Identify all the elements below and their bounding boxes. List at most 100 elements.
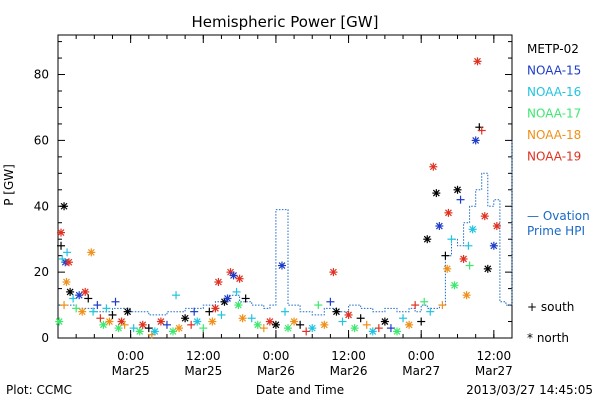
data-point-stroke [65, 258, 73, 266]
y-tick-label: 60 [34, 133, 49, 147]
data-point [211, 304, 220, 313]
legend-ovation-line1: — Ovation [527, 209, 590, 223]
data-point-stroke [136, 327, 144, 335]
data-point [172, 291, 181, 300]
data-point [432, 189, 441, 198]
x-tick-date-label: Mar27 [475, 364, 513, 378]
data-point [473, 57, 482, 66]
data-point-stroke [151, 327, 159, 335]
data-point [329, 268, 338, 277]
data-point [362, 320, 371, 329]
data-point [483, 264, 492, 273]
data-point [259, 324, 268, 333]
data-point [443, 264, 452, 273]
data-point-stroke [451, 281, 458, 289]
data-point [102, 304, 111, 313]
data-point-stroke [224, 295, 231, 302]
data-point [135, 327, 144, 336]
data-point [205, 307, 214, 316]
data-point [241, 294, 250, 303]
data-point [123, 307, 132, 316]
data-point [57, 228, 66, 237]
data-point [181, 314, 190, 323]
legend-entry-metp-02: METP-02 [527, 42, 579, 56]
data-point [290, 317, 299, 326]
legend-entry-noaa-17: NOAA-17 [527, 107, 581, 121]
data-point [247, 314, 256, 323]
data-point [84, 294, 93, 303]
data-point [93, 301, 102, 310]
y-tick-label: 40 [34, 199, 49, 213]
data-point-stroke [55, 318, 63, 325]
data-point [229, 271, 238, 280]
footer-left: Plot: CCMC [6, 383, 72, 397]
data-point-stroke [106, 318, 113, 325]
data-point-stroke [169, 327, 177, 335]
data-point [429, 162, 438, 171]
data-point [344, 310, 353, 319]
data-point-stroke [435, 222, 443, 230]
data-point [234, 301, 243, 310]
x-tick-date-label: Mar27 [402, 364, 440, 378]
data-point [223, 294, 232, 303]
data-point-stroke [333, 308, 340, 316]
data-point [380, 317, 389, 326]
data-point [138, 320, 147, 329]
data-point [193, 317, 202, 326]
x-tick-time-label: 12:00 [331, 349, 366, 363]
data-point-stroke [214, 278, 222, 286]
y-axis-label: P [GW] [2, 164, 16, 206]
data-point-stroke [66, 288, 74, 296]
data-point-stroke [369, 327, 377, 335]
data-point [441, 251, 450, 260]
data-point-stroke [290, 318, 298, 325]
data-point-stroke [181, 314, 189, 322]
data-point [392, 327, 401, 336]
data-point-stroke [493, 222, 501, 230]
data-point [265, 317, 274, 326]
data-point [253, 320, 262, 329]
data-point-stroke [330, 268, 337, 276]
data-point [284, 324, 293, 333]
data-point-stroke [443, 265, 451, 273]
data-point [144, 324, 153, 333]
data-point [162, 320, 171, 329]
data-point [187, 320, 196, 329]
data-point-stroke [474, 57, 481, 65]
data-point-stroke [278, 262, 286, 269]
data-point [58, 254, 67, 263]
data-point [447, 235, 456, 244]
data-point [465, 261, 474, 270]
data-point [75, 291, 84, 300]
data-point-stroke [87, 248, 95, 256]
data-point-stroke [175, 324, 183, 332]
data-point [386, 324, 395, 333]
x-tick-time-label: 0:00 [117, 349, 144, 363]
x-tick-date-label: Mar26 [330, 364, 368, 378]
data-point [480, 212, 489, 221]
data-point [350, 324, 359, 333]
data-point-stroke [308, 324, 316, 332]
plot-frame [57, 34, 513, 339]
data-point-stroke [266, 318, 274, 325]
data-point [64, 258, 73, 267]
data-point [456, 195, 465, 204]
data-point-stroke [78, 308, 86, 316]
legend-north: * north [527, 331, 569, 345]
data-point [60, 202, 69, 211]
data-point [326, 297, 335, 306]
data-point [87, 248, 96, 257]
data-point-stroke [454, 186, 461, 194]
legend-ovation-line2: Prime HPI [527, 224, 585, 238]
data-point [411, 301, 420, 310]
x-tick-date-label: Mar25 [184, 364, 222, 378]
data-point [150, 327, 159, 336]
data-point [232, 287, 241, 296]
data-point [55, 317, 64, 326]
data-point [426, 307, 435, 316]
data-point-stroke [57, 229, 65, 237]
data-point-stroke [320, 321, 328, 329]
data-point-stroke [393, 327, 401, 335]
data-point [453, 185, 462, 194]
data-point-stroke [124, 308, 132, 316]
